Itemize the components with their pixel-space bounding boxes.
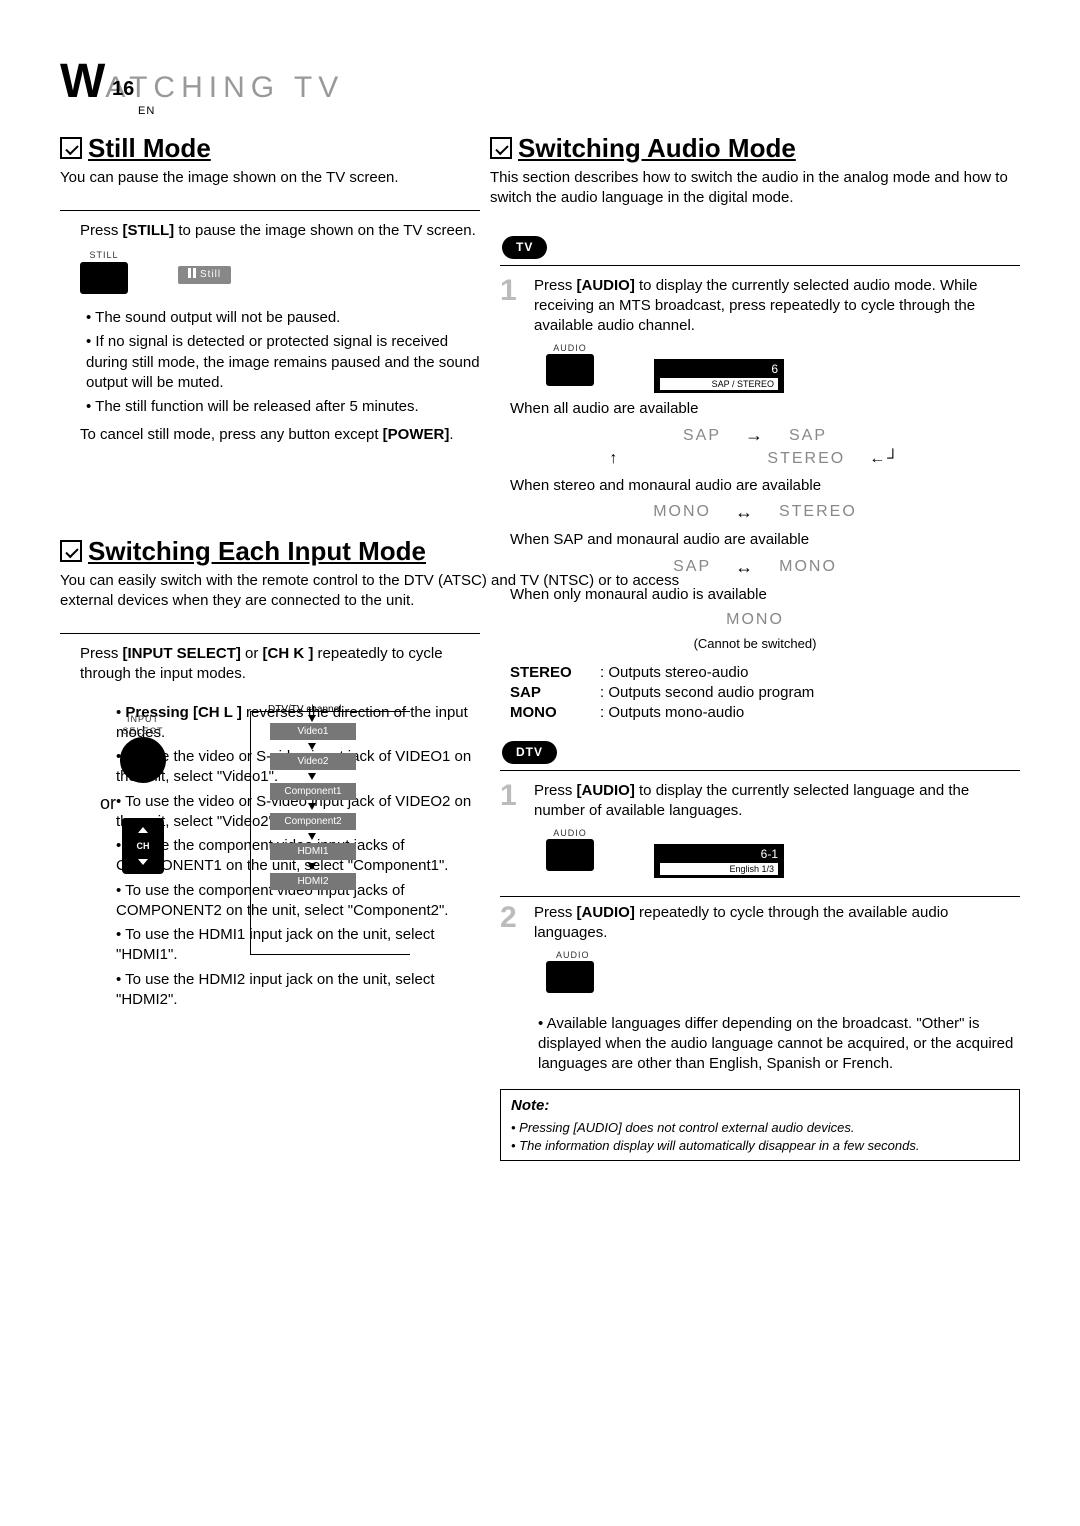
still-instruction: Press [STILL] to pause the image shown o… [80,221,480,241]
input-instruction: Press [INPUT SELECT] or [CH K ] repeated… [80,644,480,685]
still-osd-pill: Still [178,266,231,284]
still-mode-heading: Still Mode [60,131,480,166]
audio-mode-intro: This section describes how to switch the… [490,168,1020,209]
dtv-step1: 1 Press [AUDIO] to display the currently… [500,781,1020,822]
title-rest: ATCHING TV [105,71,344,104]
check-icon [60,540,82,562]
still-bullets: The sound output will not be paused. If … [86,308,480,417]
audio-button-icon [546,961,594,993]
note-box: Note: Pressing [AUDIO] does not control … [500,1089,1020,1161]
audio-button-icon [546,839,594,871]
ch-button-icon: CH [122,818,164,874]
page-lang: EN [138,104,155,119]
or-label: or [100,791,116,815]
still-button-label: STILL [80,249,128,261]
title-prefix: W [60,55,105,108]
dtv-bullets: Available languages differ depending on … [538,1014,1020,1075]
still-mode-intro: You can pause the image shown on the TV … [60,168,480,188]
osd-display-dtv: 6-1 English 1/3 [654,844,784,878]
audio-defs: STEREOOutputs stereo-audio SAPOutputs se… [510,663,1020,724]
tv-badge: TV [502,236,547,258]
audio-button-icon [546,354,594,386]
check-icon [60,137,82,159]
audio-mode-heading: Switching Audio Mode [490,131,1020,166]
still-cancel: To cancel still mode, press any button e… [80,425,480,445]
dtv-badge: DTV [502,741,557,763]
page-number: 16 [112,76,134,103]
osd-display-tv: 6 SAP / STEREO [654,359,784,393]
cycle-all: SAPSAP [490,423,1020,448]
input-flow-diagram: INPUT SELECT or CH DTV/TV channel Video1… [90,703,480,963]
page-title: WATCHING TV [60,50,1030,115]
check-icon [490,137,512,159]
dtv-step2: 2 Press [AUDIO] repeatedly to cycle thro… [500,903,1020,944]
input-select-button-icon [120,737,166,783]
tv-step1: 1 Press [AUDIO] to display the currently… [500,276,1020,337]
still-button-icon [80,262,128,294]
input-mode-heading: Switching Each Input Mode [60,534,480,569]
